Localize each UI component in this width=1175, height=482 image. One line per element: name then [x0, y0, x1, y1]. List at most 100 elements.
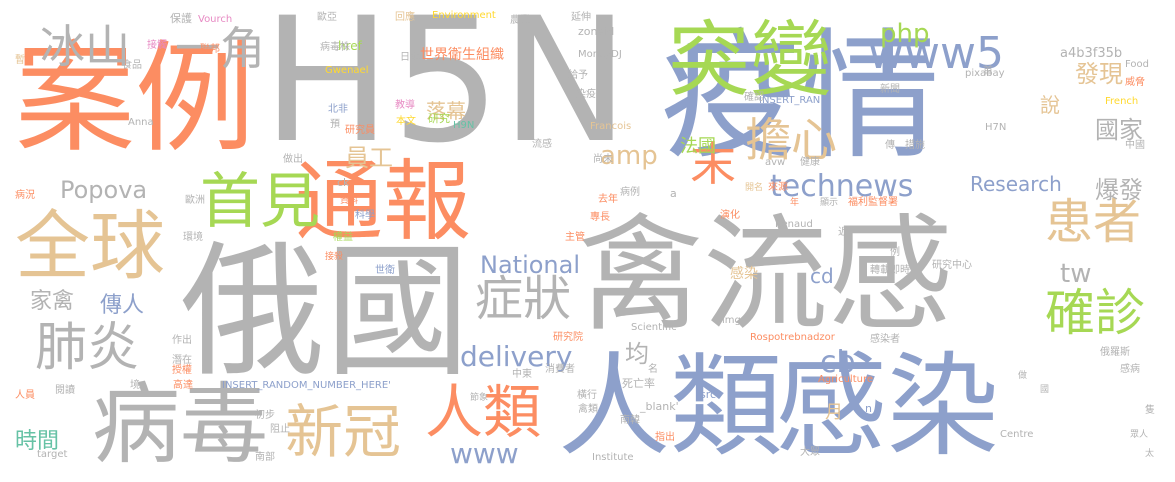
word: 患者 [1045, 194, 1141, 250]
word: 開名 [745, 181, 763, 193]
word: 名 [648, 362, 658, 375]
word: www5 [868, 28, 1004, 79]
word: National [480, 251, 580, 279]
word: 爆發 [1095, 176, 1143, 204]
word: 日本 [400, 50, 420, 63]
word: 即時 [890, 264, 910, 276]
word: 中國 [1125, 138, 1145, 151]
word: 首 [983, 64, 993, 77]
word: 研究員 [345, 123, 375, 136]
word: 通報 [295, 150, 471, 253]
word: 月 [825, 402, 843, 423]
word: 末 [690, 137, 736, 191]
word: MoneyDJ [578, 49, 622, 60]
word: 授權 [172, 363, 192, 376]
word: H7N [985, 122, 1006, 133]
word: 病毒 [92, 373, 268, 476]
word: 資料 [340, 194, 358, 206]
word: 研究院 [553, 330, 583, 343]
word: 疫情 [660, 16, 940, 179]
word: 南韓 [620, 413, 640, 426]
word: 感染者 [870, 332, 900, 345]
word: 病例 [620, 185, 640, 198]
word: 節象 [470, 391, 488, 403]
word: 主管 [565, 230, 585, 243]
word: 禽流感 [578, 203, 953, 348]
word: cd [810, 264, 834, 288]
word: 擔心 [745, 113, 837, 167]
word: 農業 [510, 13, 530, 26]
word: 新聞 [880, 82, 900, 95]
word: 家禽 [30, 289, 74, 314]
word: 落幕 [426, 99, 466, 123]
word: Agriculture [818, 374, 873, 385]
word: 中東 [512, 367, 532, 380]
word: 例 [890, 245, 900, 258]
word: 演化 [720, 208, 740, 221]
word: 死亡率 [622, 376, 655, 390]
word: 阻止 [270, 423, 290, 435]
word: 感染 [775, 342, 999, 472]
word: 措施 [905, 138, 925, 151]
word: French [1105, 96, 1138, 107]
word: 作出 [172, 333, 192, 346]
word: 聯邦 [200, 42, 220, 55]
word: www [450, 437, 519, 470]
word: 接觸 [147, 38, 167, 51]
word: 延伸 [571, 11, 591, 23]
word: 症狀 [475, 271, 571, 327]
word: 說 [1040, 93, 1060, 117]
word: 感染 [730, 265, 758, 282]
word: 世衛 [375, 263, 395, 276]
word: 冰山 [40, 20, 130, 73]
word: 初步 [255, 408, 275, 421]
word: 潛在 [172, 354, 192, 366]
word: 俄羅斯 [1100, 345, 1130, 358]
word: 預 [330, 118, 340, 130]
word: 北非 [328, 103, 348, 115]
word: cb [820, 345, 856, 380]
word: 回應 [395, 10, 415, 23]
word: 研究中心 [932, 258, 972, 271]
word: 顯示 [820, 197, 838, 208]
word: 法國 [680, 136, 716, 157]
word: 暫 [15, 53, 25, 66]
word: 環境 [183, 230, 203, 243]
word: 發現 [1075, 60, 1123, 88]
word: 給予 [568, 68, 588, 81]
word: 時間 [15, 429, 59, 454]
word: 尚未 [593, 152, 613, 165]
word: 歐亞 [317, 10, 337, 23]
word: 太 [1145, 447, 1154, 459]
word: img [722, 315, 741, 326]
word: H9N [453, 120, 474, 131]
word: 傳人 [100, 293, 144, 318]
word: 首見 [200, 167, 320, 237]
word: 轉載 [870, 263, 890, 276]
word: Research [970, 172, 1062, 196]
word: 確認 [744, 90, 764, 103]
word: href [338, 39, 363, 53]
word: avw [765, 157, 785, 168]
word: Renaud [775, 219, 813, 230]
word: 國家 [1095, 116, 1143, 144]
word: 突變 [668, 13, 832, 108]
word: 俄國 [180, 228, 470, 397]
word: 傳 [885, 138, 895, 151]
word: 閱讀 [55, 383, 75, 396]
word: 高達 [173, 378, 193, 391]
word: 員工 [345, 144, 393, 172]
word: 橫行 [577, 388, 597, 401]
word: 指出 [655, 430, 675, 443]
word: 一角 [175, 22, 265, 75]
word: 世界衛生組織 [420, 47, 504, 63]
word: 健康 [800, 155, 820, 168]
word: 眾人 [1130, 429, 1148, 440]
word: n [865, 402, 872, 415]
word: 科學 [355, 208, 375, 221]
word: 染疫 [576, 87, 596, 100]
word: src [700, 388, 716, 401]
word: Vourch [198, 14, 232, 25]
word: 病況 [15, 188, 35, 201]
word: Popova [60, 176, 147, 204]
